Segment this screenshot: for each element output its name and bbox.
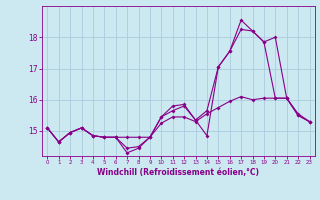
X-axis label: Windchill (Refroidissement éolien,°C): Windchill (Refroidissement éolien,°C) <box>97 168 260 177</box>
